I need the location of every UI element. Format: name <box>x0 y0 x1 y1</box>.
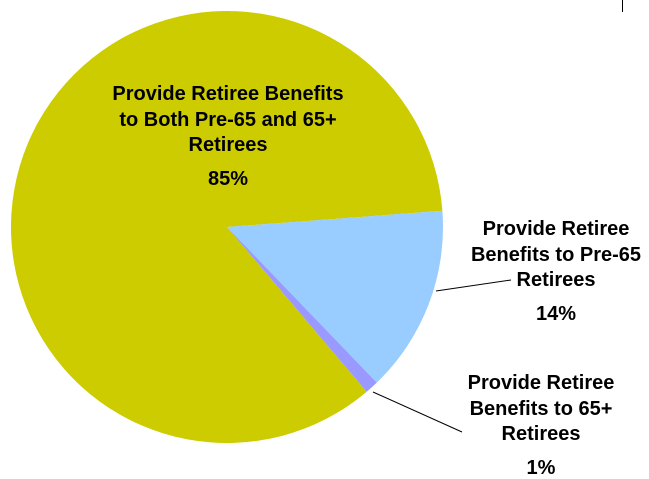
pie-slice-65plus <box>227 227 377 392</box>
data-label-line: Provide Retiree Benefits <box>112 83 344 105</box>
data-label-percent: 14% <box>535 302 577 325</box>
data-label-line: to Both Pre-65 and 65+ <box>119 108 337 131</box>
data-label-line: Retirees <box>188 134 268 156</box>
pie-slices <box>10 11 443 444</box>
data-label-line: Benefits to Pre-65 <box>470 243 642 266</box>
data-label-percent: 1% <box>526 456 556 479</box>
frame-edge-mark <box>622 0 623 12</box>
data-label-line: Provide Retiree <box>467 372 615 394</box>
leader-line-65plus <box>372 391 463 433</box>
data-label-percent: 85% <box>207 167 249 190</box>
data-label-both: Provide Retiree Benefits to Both Pre-65 … <box>78 82 378 189</box>
pie-slice-pre65 <box>227 210 443 383</box>
data-label-line: Retirees <box>501 423 581 445</box>
data-label-line: Retirees <box>516 269 596 291</box>
leader-line-pre65 <box>435 279 512 292</box>
pie-slice-both <box>10 11 443 444</box>
data-label-pre65: Provide Retiree Benefits to Pre-65 Retir… <box>466 217 646 324</box>
data-label-65plus: Provide Retiree Benefits to 65+ Retirees… <box>451 371 631 478</box>
data-label-line: Benefits to 65+ <box>469 397 613 420</box>
data-label-line: Provide Retiree <box>482 218 630 240</box>
